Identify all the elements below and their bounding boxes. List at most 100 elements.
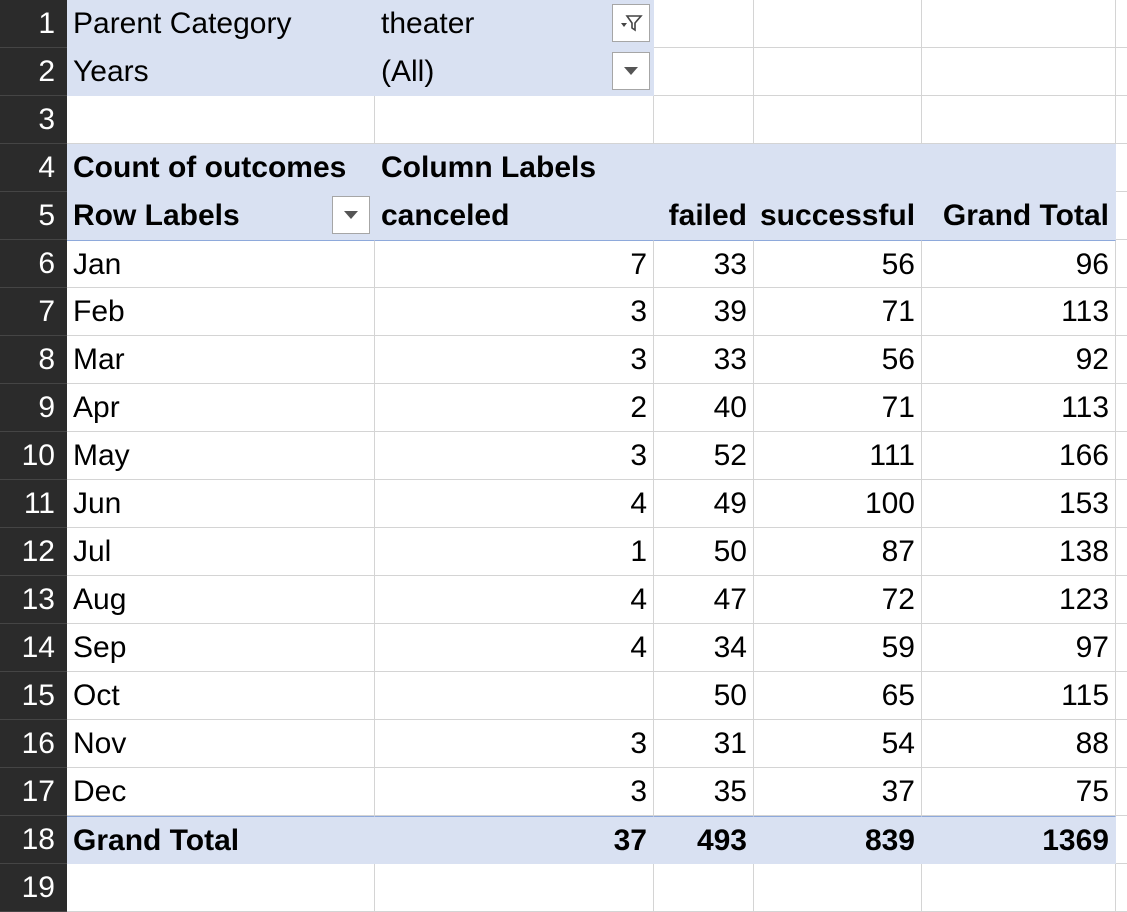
value-failed[interactable]: 50 [654,672,754,720]
row-header[interactable]: 15 [0,672,67,720]
empty-cell[interactable] [754,0,922,48]
value-canceled[interactable]: 4 [375,576,654,624]
value-failed[interactable]: 49 [654,480,754,528]
row-header[interactable]: 5 [0,192,67,240]
empty-cell[interactable] [654,96,754,144]
empty-cell[interactable] [922,0,1116,48]
empty-cell[interactable] [1116,480,1127,528]
filter-value[interactable]: (All) [375,48,654,96]
value-grand-total[interactable]: 88 [922,720,1116,768]
row-label[interactable]: May [67,432,375,480]
grand-total-failed[interactable]: 493 [654,816,754,864]
value-canceled[interactable]: 3 [375,432,654,480]
row-labels-dropdown-button[interactable] [332,196,370,234]
empty-cell[interactable] [654,864,754,912]
value-failed[interactable]: 39 [654,288,754,336]
empty-cell[interactable] [375,96,654,144]
empty-cell[interactable] [67,96,375,144]
filter-dropdown-button[interactable] [612,4,650,42]
value-failed[interactable]: 50 [654,528,754,576]
value-grand-total[interactable]: 96 [922,240,1116,288]
value-successful[interactable]: 71 [754,384,922,432]
empty-cell[interactable] [67,864,375,912]
empty-cell[interactable] [1116,384,1127,432]
value-grand-total[interactable]: 138 [922,528,1116,576]
filter-value[interactable]: theater [375,0,654,48]
empty-cell[interactable] [754,96,922,144]
empty-cell[interactable] [1116,96,1127,144]
row-header[interactable]: 8 [0,336,67,384]
row-header[interactable]: 17 [0,768,67,816]
filter-label[interactable]: Parent Category [67,0,375,48]
row-label[interactable]: Apr [67,384,375,432]
value-successful[interactable]: 54 [754,720,922,768]
empty-cell[interactable] [1116,0,1127,48]
empty-cell[interactable] [1116,240,1127,288]
row-header[interactable]: 7 [0,288,67,336]
empty-cell[interactable] [1116,672,1127,720]
value-failed[interactable]: 52 [654,432,754,480]
empty-cell[interactable] [1116,720,1127,768]
value-grand-total[interactable]: 113 [922,384,1116,432]
empty-cell[interactable] [922,48,1116,96]
pivot-header-fill[interactable] [922,144,1116,192]
empty-cell[interactable] [922,96,1116,144]
value-successful[interactable]: 100 [754,480,922,528]
value-grand-total[interactable]: 115 [922,672,1116,720]
column-header-successful[interactable]: successful [754,192,922,240]
value-successful[interactable]: 71 [754,288,922,336]
column-header-failed[interactable]: failed [654,192,754,240]
value-canceled[interactable]: 2 [375,384,654,432]
row-header[interactable]: 6 [0,240,67,288]
empty-cell[interactable] [1116,816,1127,864]
row-label[interactable]: Sep [67,624,375,672]
row-header[interactable]: 4 [0,144,67,192]
value-grand-total[interactable]: 123 [922,576,1116,624]
empty-cell[interactable] [922,864,1116,912]
value-grand-total[interactable]: 75 [922,768,1116,816]
value-canceled[interactable]: 3 [375,288,654,336]
empty-cell[interactable] [1116,336,1127,384]
value-failed[interactable]: 35 [654,768,754,816]
value-field-label[interactable]: Count of outcomes [67,144,375,192]
row-label[interactable]: Oct [67,672,375,720]
value-failed[interactable]: 33 [654,240,754,288]
row-label[interactable]: Jan [67,240,375,288]
value-grand-total[interactable]: 92 [922,336,1116,384]
empty-cell[interactable] [654,48,754,96]
value-canceled[interactable] [375,672,654,720]
row-header[interactable]: 1 [0,0,67,48]
row-header[interactable]: 12 [0,528,67,576]
value-grand-total[interactable]: 153 [922,480,1116,528]
row-label[interactable]: Feb [67,288,375,336]
value-failed[interactable]: 33 [654,336,754,384]
value-failed[interactable]: 34 [654,624,754,672]
column-header-grand-total[interactable]: Grand Total [922,192,1116,240]
row-header[interactable]: 3 [0,96,67,144]
filter-label[interactable]: Years [67,48,375,96]
column-header-canceled[interactable]: canceled [375,192,654,240]
row-label[interactable]: Nov [67,720,375,768]
years-dropdown-button[interactable] [612,52,650,90]
row-header[interactable]: 11 [0,480,67,528]
value-successful[interactable]: 87 [754,528,922,576]
column-labels-header[interactable]: Column Labels [375,144,754,192]
empty-cell[interactable] [1116,864,1127,912]
empty-cell[interactable] [1116,144,1127,192]
empty-cell[interactable] [754,48,922,96]
empty-cell[interactable] [375,864,654,912]
value-successful[interactable]: 111 [754,432,922,480]
value-canceled[interactable]: 4 [375,624,654,672]
grand-total-canceled[interactable]: 37 [375,816,654,864]
value-canceled[interactable]: 3 [375,768,654,816]
value-successful[interactable]: 37 [754,768,922,816]
empty-cell[interactable] [1116,576,1127,624]
row-labels-header[interactable]: Row Labels [67,192,375,240]
row-header[interactable]: 9 [0,384,67,432]
value-successful[interactable]: 56 [754,336,922,384]
value-failed[interactable]: 40 [654,384,754,432]
row-label[interactable]: Jun [67,480,375,528]
empty-cell[interactable] [1116,192,1127,240]
row-header[interactable]: 18 [0,816,67,864]
empty-cell[interactable] [1116,528,1127,576]
